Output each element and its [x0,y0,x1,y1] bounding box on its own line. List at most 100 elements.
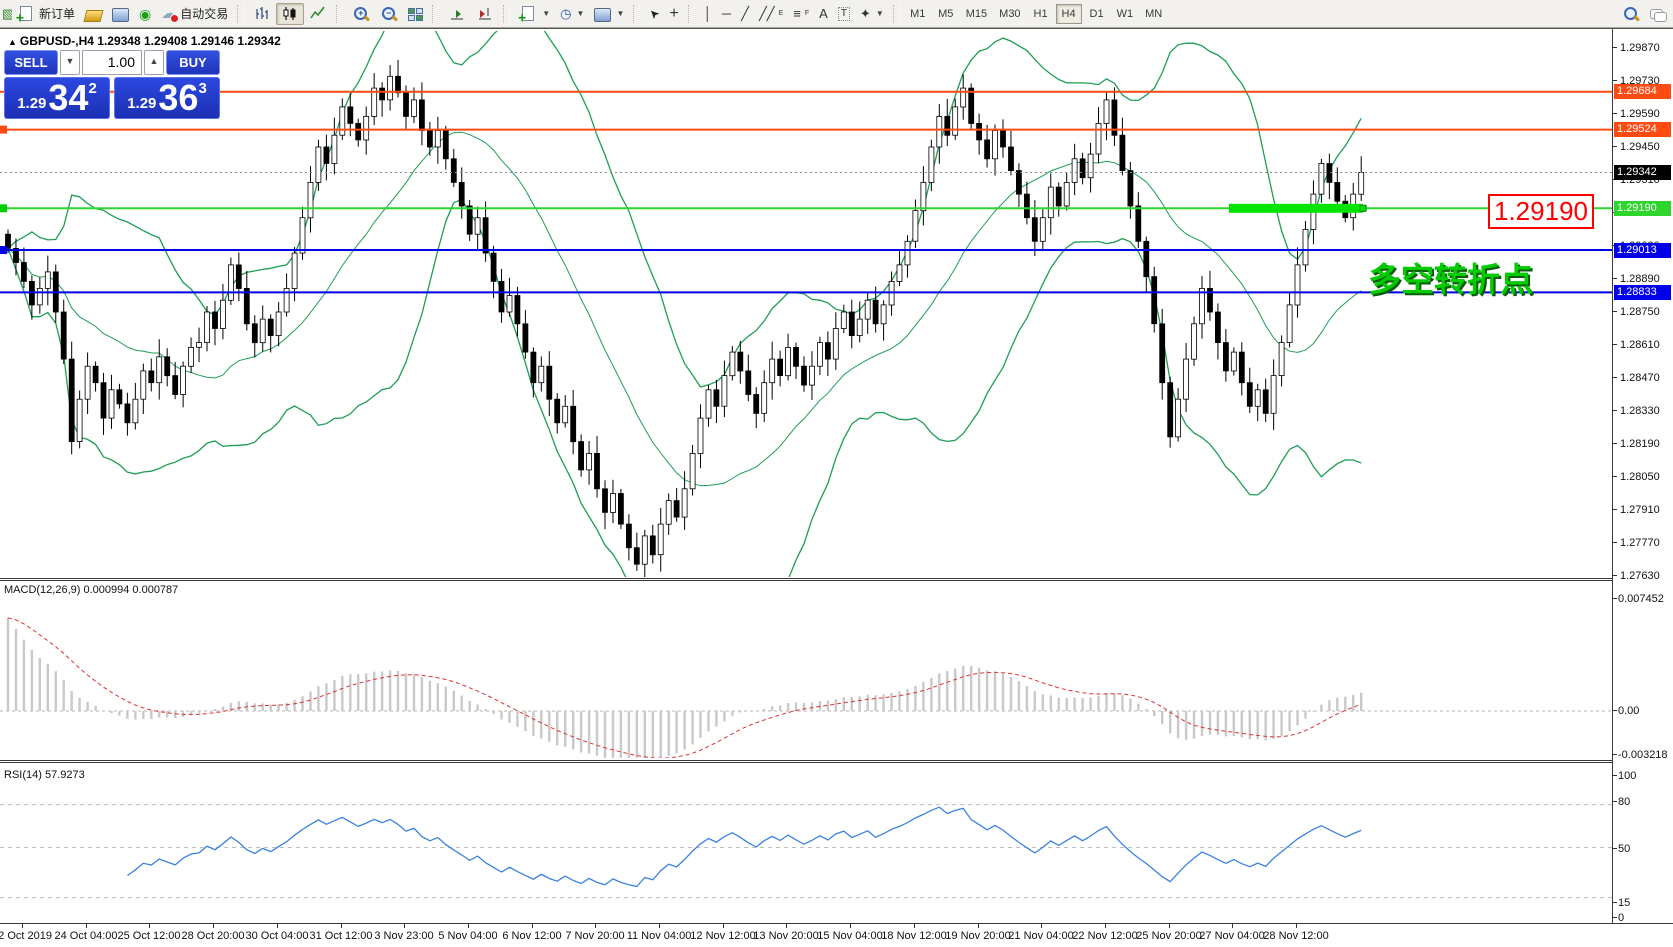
candle-body [227,264,234,301]
chat-button[interactable] [1645,3,1671,25]
price-tick: 1.28610 [1613,339,1673,351]
date-tick-mark [468,924,469,928]
line-chart-button[interactable] [304,3,332,25]
date-tick-label: 7 Nov 20:00 [565,930,625,942]
search-button[interactable] [1617,3,1645,25]
candle-body [466,205,473,235]
buy-button[interactable]: BUY [166,50,220,75]
toolbar-grip [633,4,641,23]
channel-button[interactable]: ╱╱ E [754,3,788,25]
auto-scroll-icon [451,9,464,19]
anchor-handle[interactable] [1359,204,1367,212]
cursor-button[interactable]: ➤ [644,3,664,25]
shapes-button[interactable]: ✦ ▼ [855,3,889,25]
volume-down-button[interactable]: ▼ [60,50,80,75]
candlestick-chart-button[interactable] [276,2,305,25]
price-tick: 1.28050 [1613,471,1673,483]
timeframe-m1[interactable]: M1 [905,4,931,24]
candle-body [116,389,123,405]
price-tick: 1.28750 [1613,306,1673,318]
macd-signal-line [7,617,1362,758]
candle-body [1238,351,1245,384]
support-zone[interactable] [1229,203,1363,213]
timeframe-mn[interactable]: MN [1140,4,1167,24]
candle-body [936,116,943,148]
timeframe-m5[interactable]: M5 [933,4,959,24]
timeframe-d1[interactable]: D1 [1084,4,1110,24]
candle-body [458,181,465,207]
candle-body [188,346,195,367]
text-label-button[interactable]: T [833,3,855,25]
price-chart[interactable] [0,31,1612,577]
timeframe-w1[interactable]: W1 [1112,4,1139,24]
timeframe-h1[interactable]: H1 [1028,4,1054,24]
timeframe-m30[interactable]: M30 [994,4,1025,24]
auto-scroll-button[interactable] [443,3,471,25]
price-axis[interactable]: 1.298701.297301.295901.294501.293101.291… [1612,29,1673,924]
fibonacci-button[interactable]: ≡ F [788,3,814,25]
panel-separator [0,923,1673,924]
candle-body [1055,186,1062,207]
candle-body [219,299,226,329]
collapse-icon[interactable]: ▲ [8,37,17,47]
text-button[interactable]: A [814,3,833,25]
macd-panel[interactable] [0,582,1612,758]
signals-button[interactable]: ◉ [134,3,156,25]
price-label-badge: 1.28833 [1614,285,1671,300]
panel-separator[interactable] [0,760,1673,761]
candle-body [1302,229,1309,266]
trendline-button[interactable]: ╱ [736,3,754,25]
candle-body [418,99,425,131]
sell-button[interactable]: SELL [4,50,58,75]
terminal-button[interactable] [107,3,134,25]
date-tick-label: 22 Nov 12:00 [1072,930,1138,942]
bar-chart-button[interactable] [248,3,276,25]
sell-price[interactable]: 1.29 34 2 [4,77,110,119]
timeframe-m15[interactable]: M15 [961,4,992,24]
candle-body [1151,276,1158,325]
auto-trading-button[interactable]: ☁ 自动交易 [156,3,233,25]
volume-up-button[interactable]: ▲ [144,50,164,75]
date-tick-mark [595,924,596,928]
buy-price[interactable]: 1.29 36 3 [114,77,220,119]
tile-windows-button[interactable] [403,3,428,25]
zoom-in-button[interactable]: + [347,3,375,25]
timeframe-h4[interactable]: H4 [1055,3,1082,24]
chart-shift-button[interactable] [471,3,499,25]
indicators-button[interactable]: + ▼ [514,3,555,25]
panel-separator[interactable] [0,578,1673,579]
candle-body [594,452,600,490]
rsi-panel[interactable] [0,764,1612,923]
candle-body [848,311,855,337]
templates-button[interactable]: ▼ [589,3,629,25]
zoom-out-icon: − [380,5,399,23]
price-tick: 1.27770 [1613,537,1673,549]
date-tick-label: 6 Nov 12:00 [502,930,562,942]
candle-body [729,351,736,377]
candle-body [920,181,927,212]
candle-body [235,264,242,289]
crosshair-button[interactable]: + [664,3,683,25]
volume-input[interactable]: 1.00 [82,50,142,75]
candle-body [705,389,712,419]
candle-body [395,75,401,94]
candle-body [832,328,839,360]
candle-body [1183,358,1189,400]
price-annotation-box[interactable]: 1.29190 [1488,194,1594,229]
new-order-button[interactable]: + 新订单 [12,3,80,25]
date-tick-mark [532,924,533,928]
line-marker[interactable] [0,246,7,254]
line-marker[interactable] [0,125,7,134]
periods-button[interactable]: ◷ ▼ [555,3,589,25]
vertical-line-button[interactable]: │ [699,3,717,25]
horizontal-line-button[interactable]: ─ [717,3,736,25]
zoom-out-button[interactable]: − [375,3,403,25]
date-tick-mark [341,924,342,928]
candle-body [713,389,720,407]
turning-point-note[interactable]: 多空转折点 [1368,261,1533,298]
line-marker[interactable] [0,204,7,213]
candle-body [546,365,553,400]
chart-shift-icon [479,7,492,19]
market-watch-button[interactable] [80,3,107,25]
